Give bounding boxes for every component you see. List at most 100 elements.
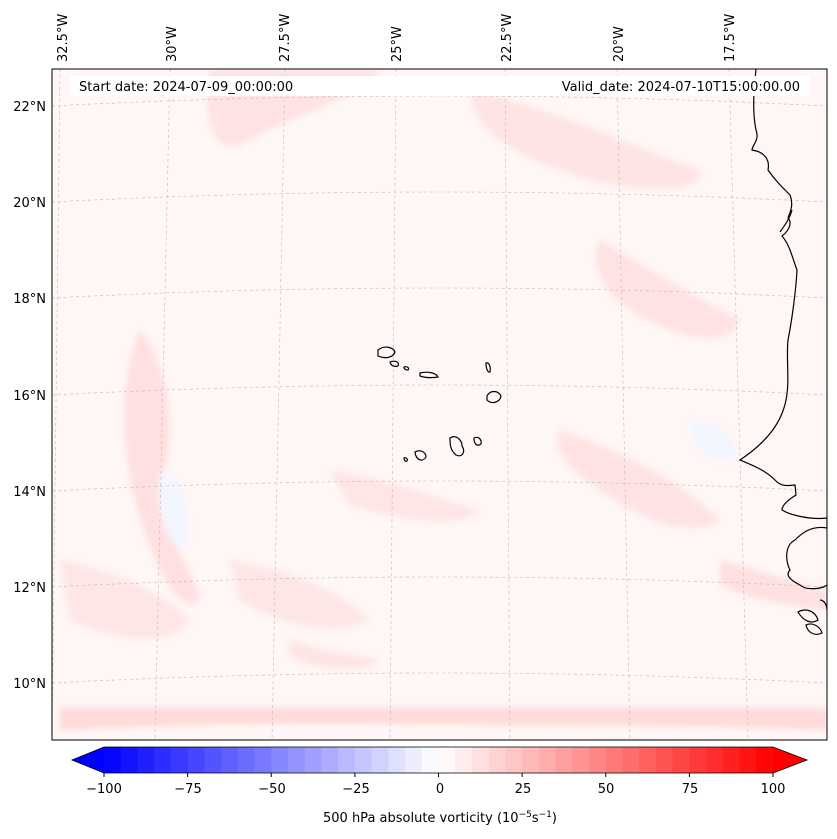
colorbar-segment xyxy=(505,747,523,773)
colorbar-segment xyxy=(471,747,490,773)
longitude-labels: 32.5°W 30°W 27.5°W 25°W 22.5°W 20°W 17.5… xyxy=(56,14,738,62)
island-boa-vista xyxy=(486,390,502,404)
vorticity-patch xyxy=(60,560,190,639)
colorbar-segment xyxy=(655,747,674,773)
colorbar-segment xyxy=(706,747,724,773)
island-sao-vicente xyxy=(389,360,400,367)
parallel-line xyxy=(52,480,827,492)
latitude-labels: 22°N 20°N 18°N 16°N 14°N 12°N 10°N xyxy=(13,100,46,692)
parallel-line xyxy=(52,384,827,396)
colorbar-tick-label: −25 xyxy=(342,782,369,797)
colorbar-title-mid: s xyxy=(532,811,539,826)
colorbar-tick-label: −75 xyxy=(174,782,201,797)
colorbar-segment xyxy=(488,747,507,773)
colorbar-segment xyxy=(522,747,540,773)
parallel-line xyxy=(52,287,827,299)
colorbar-segment xyxy=(739,747,757,773)
colorbar-tick-label: 75 xyxy=(682,782,699,797)
island-santa-luzia xyxy=(403,366,410,371)
colorbar-segment xyxy=(421,747,440,773)
lat-label: 16°N xyxy=(13,389,46,404)
vorticity-patch xyxy=(290,640,380,670)
colorbar-segment xyxy=(187,747,205,773)
island-santo-antao xyxy=(377,346,396,359)
africa-coastline xyxy=(738,69,827,590)
colorbar-segment xyxy=(271,747,289,773)
colorbar xyxy=(70,746,809,777)
colorbar-segment xyxy=(756,747,774,773)
island-sao-nicolau xyxy=(419,371,439,379)
vorticity-patch xyxy=(60,708,827,730)
colorbar-tick-label: 0 xyxy=(436,782,444,797)
colorbar-tick-label: −100 xyxy=(86,782,122,797)
colorbar-tick-label: −50 xyxy=(258,782,285,797)
colorbar-segment xyxy=(689,747,707,773)
colorbar-segment xyxy=(605,747,624,773)
colorbar-segment xyxy=(154,747,172,773)
colorbar-segment xyxy=(405,747,423,773)
meridian-line xyxy=(271,69,286,740)
colorbar-segment xyxy=(104,747,122,773)
valid-date-label: Valid_date: 2024-07-10T15:00:00.00 xyxy=(562,80,800,95)
map-border xyxy=(51,68,828,741)
vorticity-patch xyxy=(470,90,701,189)
colorbar-title-exp1: −5 xyxy=(519,810,532,820)
colorbar-segment xyxy=(304,747,323,773)
vorticity-patch xyxy=(230,560,370,629)
colorbar-segment xyxy=(120,747,139,773)
colorbar-segment xyxy=(287,747,306,773)
coastlines xyxy=(377,69,827,635)
africa-coastline xyxy=(797,609,819,623)
meridian-line xyxy=(616,69,631,740)
colorbar-segment xyxy=(338,747,356,773)
meridian-line xyxy=(52,69,61,740)
colorbar-segment xyxy=(221,747,239,773)
lat-label: 14°N xyxy=(13,485,46,500)
africa-coastline xyxy=(779,209,793,233)
meridian-line xyxy=(154,69,171,740)
colorbar-segment xyxy=(722,747,741,773)
colorbar-segment xyxy=(354,747,373,773)
colorbar-segment xyxy=(438,747,456,773)
vorticity-patch xyxy=(158,470,189,550)
colorbar-segment xyxy=(538,747,557,773)
colorbar-segment xyxy=(170,747,189,773)
colorbar-segment xyxy=(572,747,590,773)
vorticity-field-patches xyxy=(60,70,827,730)
colorbar-segment xyxy=(589,747,607,773)
meridian-line xyxy=(504,69,511,740)
colorbar-segment xyxy=(639,747,657,773)
lon-label: 27.5°W xyxy=(278,14,293,62)
island-fogo xyxy=(414,450,427,461)
colorbar-segment xyxy=(254,747,272,773)
vorticity-patch xyxy=(690,420,736,461)
vorticity-field-background xyxy=(52,69,827,740)
lon-label: 25°W xyxy=(390,26,405,62)
colorbar-tick-label: 50 xyxy=(598,782,615,797)
colorbar-title-text: 500 hPa absolute vorticity (10 xyxy=(323,811,519,826)
colorbar-ticks: −100 −75 −50 −25 0 25 50 75 100 xyxy=(86,782,785,797)
colorbar-tick-label: 100 xyxy=(761,782,786,797)
colorbar-title-close: ) xyxy=(552,811,557,826)
lat-label: 18°N xyxy=(13,292,46,307)
meridian-line xyxy=(728,69,749,740)
parallel-line xyxy=(52,576,827,588)
vorticity-patch xyxy=(720,560,827,610)
lon-label: 32.5°W xyxy=(56,14,71,62)
island-maio xyxy=(473,436,482,446)
map-panel xyxy=(52,69,827,740)
africa-coastline xyxy=(805,623,823,635)
colorbar-segment xyxy=(204,747,222,773)
vorticity-patch xyxy=(596,240,740,339)
colorbar-segment xyxy=(321,747,339,773)
island-sal xyxy=(485,362,491,373)
colorbar-segment xyxy=(388,747,406,773)
gridlines xyxy=(52,69,827,740)
colorbar-segment xyxy=(137,747,155,773)
meridian-line xyxy=(389,69,397,740)
lon-label: 22.5°W xyxy=(500,14,515,62)
colorbar-extend-low xyxy=(72,747,104,773)
lat-label: 22°N xyxy=(13,100,46,115)
parallel-line xyxy=(52,95,827,107)
